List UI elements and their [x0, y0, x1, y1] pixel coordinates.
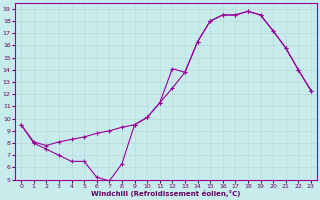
- X-axis label: Windchill (Refroidissement éolien,°C): Windchill (Refroidissement éolien,°C): [91, 190, 241, 197]
